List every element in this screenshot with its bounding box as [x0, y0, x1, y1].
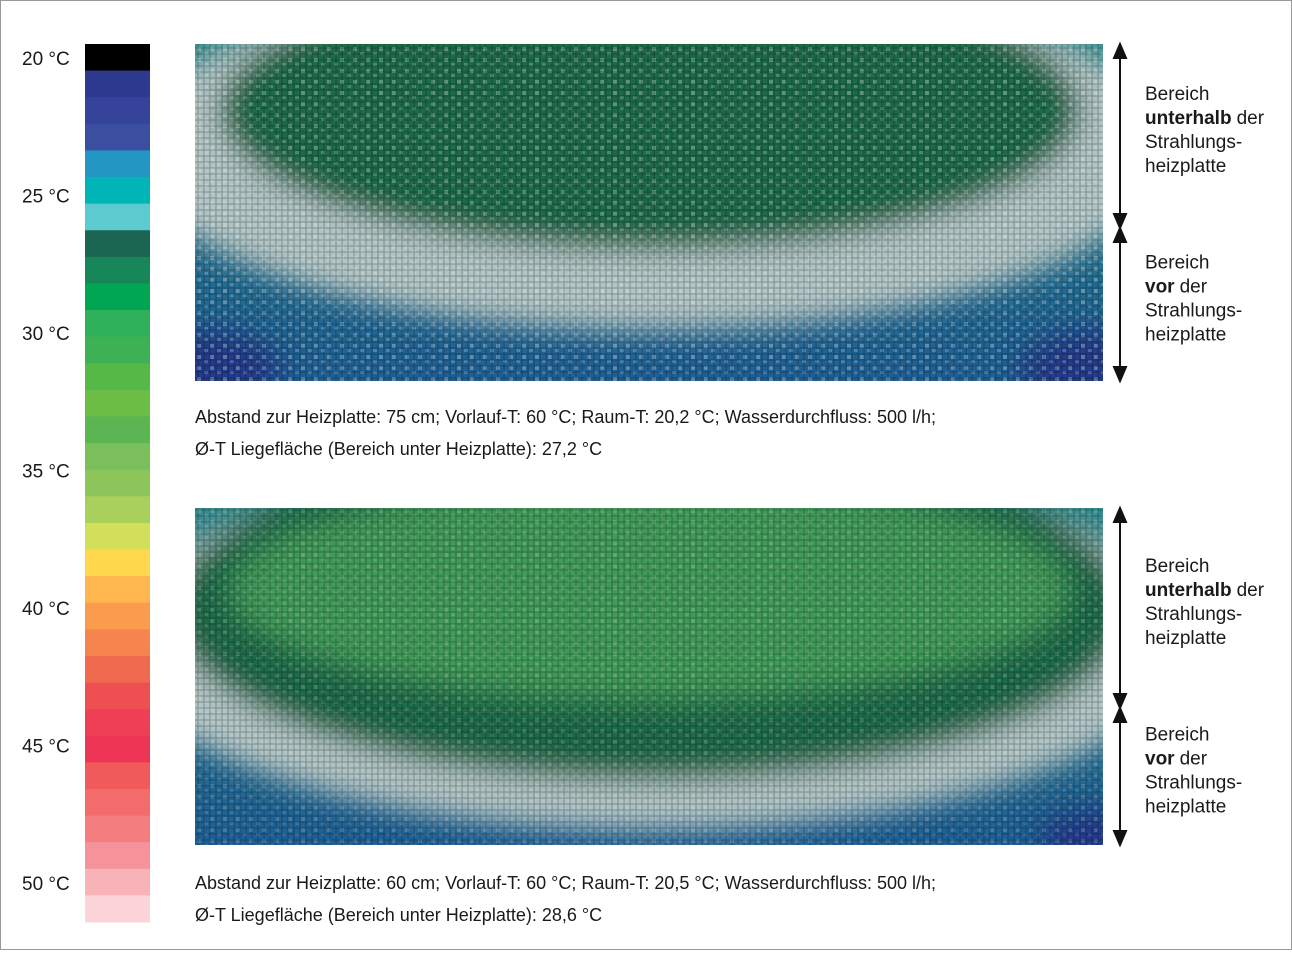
- color-swatch: [85, 177, 150, 204]
- region-label: Strahlungs-: [1145, 301, 1242, 322]
- region-label: Bereich: [1145, 253, 1209, 274]
- caption: Abstand zur Heizplatte: 75 cm; Vorlauf-T…: [195, 407, 936, 427]
- color-swatch: [85, 416, 150, 443]
- caption: Ø-T Liegefläche (Bereich unter Heizplatt…: [195, 905, 602, 925]
- color-swatch: [85, 603, 150, 630]
- region-bold: unterhalb: [1145, 580, 1232, 601]
- color-swatch: [85, 842, 150, 869]
- color-swatch: [85, 390, 150, 417]
- color-swatch: [85, 762, 150, 789]
- region-label: Strahlungs-: [1145, 773, 1242, 794]
- color-swatch: [85, 283, 150, 310]
- color-swatch: [85, 337, 150, 364]
- color-swatch: [85, 816, 150, 843]
- color-swatch: [85, 895, 150, 922]
- color-swatch: [85, 629, 150, 656]
- region-label: Bereich: [1145, 725, 1209, 746]
- color-swatch: [85, 204, 150, 231]
- region-label: Bereich: [1145, 84, 1209, 105]
- color-swatch: [85, 124, 150, 151]
- scale-label: 40 °C: [22, 599, 70, 620]
- region-rest: der: [1180, 277, 1208, 298]
- color-swatch: [85, 550, 150, 577]
- region-bold: vor: [1145, 277, 1175, 298]
- color-swatch: [85, 97, 150, 124]
- caption: Ø-T Liegefläche (Bereich unter Heizplatt…: [195, 439, 602, 459]
- color-swatch: [85, 230, 150, 257]
- scale-label: 45 °C: [22, 737, 70, 758]
- thermal-image: [120, 0, 1180, 410]
- region-label: Bereich: [1145, 556, 1209, 577]
- color-scale: [85, 44, 150, 923]
- color-swatch: [85, 576, 150, 603]
- color-swatch: [85, 363, 150, 390]
- color-swatch: [85, 496, 150, 523]
- region-label: heizplatte: [1145, 325, 1226, 346]
- color-swatch: [85, 869, 150, 896]
- region-bold: vor: [1145, 749, 1175, 770]
- region-label: heizplatte: [1145, 156, 1226, 177]
- scale-label: 30 °C: [22, 324, 70, 345]
- color-swatch: [85, 656, 150, 683]
- color-swatch: [85, 257, 150, 284]
- color-swatch: [85, 310, 150, 337]
- scale-label: 20 °C: [22, 49, 70, 70]
- region-rest: der: [1180, 749, 1208, 770]
- color-swatch: [85, 150, 150, 177]
- color-swatch: [85, 789, 150, 816]
- scale-label: 25 °C: [22, 187, 70, 208]
- figure: 20 °C 25 °C 30 °C 35 °C 40 °C 45 °C 50 °C Berei…: [0, 0, 1292, 950]
- color-swatch: [85, 443, 150, 470]
- region-rest: der: [1237, 580, 1265, 601]
- color-swatch: [85, 709, 150, 736]
- color-swatch: [85, 683, 150, 710]
- region-label: Strahlungs-: [1145, 604, 1242, 625]
- scale-label: 35 °C: [22, 462, 70, 483]
- region-label: heizplatte: [1145, 628, 1226, 649]
- region-label: heizplatte: [1145, 797, 1226, 818]
- color-swatch: [85, 523, 150, 550]
- color-swatch: [85, 470, 150, 497]
- region-label: Strahlungs-: [1145, 132, 1242, 153]
- region-rest: der: [1237, 108, 1265, 129]
- color-swatch: [85, 44, 150, 71]
- caption: Abstand zur Heizplatte: 60 cm; Vorlauf-T…: [195, 873, 936, 893]
- color-swatch: [85, 71, 150, 98]
- scale-label: 50 °C: [22, 874, 70, 895]
- region-bold: unterhalb: [1145, 108, 1232, 129]
- color-swatch: [85, 736, 150, 763]
